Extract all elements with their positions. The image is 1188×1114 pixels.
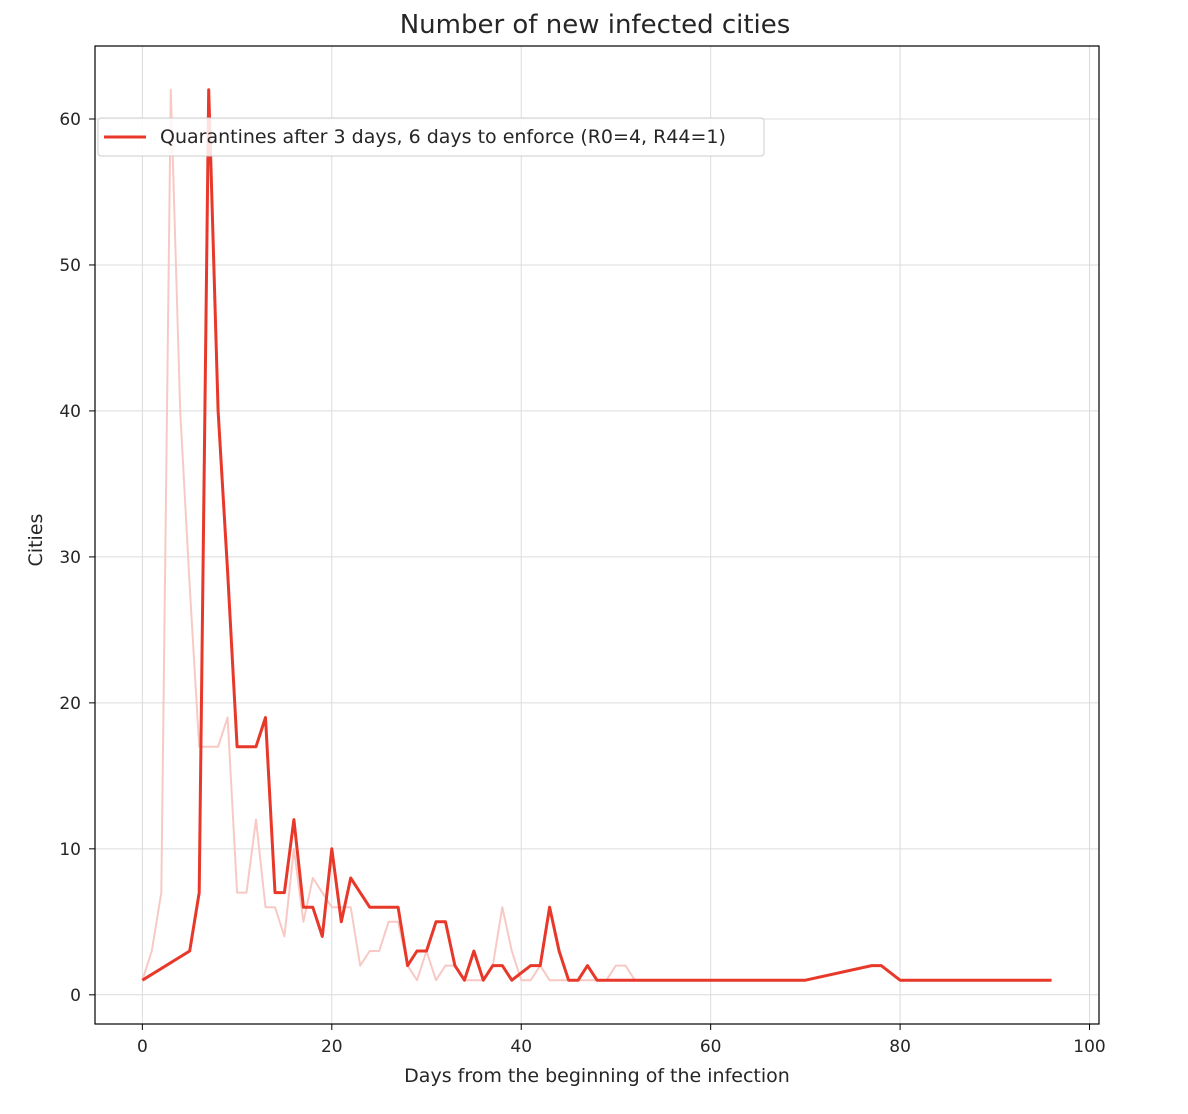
x-axis-label: Days from the beginning of the infection	[404, 1065, 790, 1087]
y-tick-label: 40	[59, 402, 81, 422]
x-tick-label: 100	[1073, 1037, 1105, 1057]
x-tick-label: 40	[510, 1037, 532, 1057]
x-tick-label: 0	[137, 1037, 148, 1057]
axis-ticks: 0 20 40 60 80 100 0 10 20 30 40 50 60	[59, 110, 1105, 1057]
y-axis-label: Cities	[25, 514, 47, 567]
y-tick-label: 20	[59, 694, 81, 714]
y-tick-label: 30	[59, 548, 81, 568]
series-line-primary	[141, 88, 1052, 982]
x-tick-label: 80	[889, 1037, 911, 1057]
series-line-background	[141, 88, 636, 982]
chart-title: Number of new infected cities	[400, 10, 791, 40]
plot-area-frame	[94, 45, 1100, 1025]
y-tick-label: 50	[59, 256, 81, 276]
x-tick-label: 60	[700, 1037, 722, 1057]
legend-entry-label: Quarantines after 3 days, 6 days to enfo…	[160, 126, 726, 148]
legend: Quarantines after 3 days, 6 days to enfo…	[97, 117, 765, 157]
grid-lines	[95, 46, 1099, 1024]
x-tick-label: 20	[321, 1037, 343, 1057]
y-tick-label: 60	[59, 110, 81, 130]
y-tick-label: 10	[59, 840, 81, 860]
legend-box	[97, 117, 765, 157]
series-lines	[141, 88, 1052, 982]
y-tick-label: 0	[70, 986, 81, 1006]
plot-area-background	[95, 46, 1099, 1024]
